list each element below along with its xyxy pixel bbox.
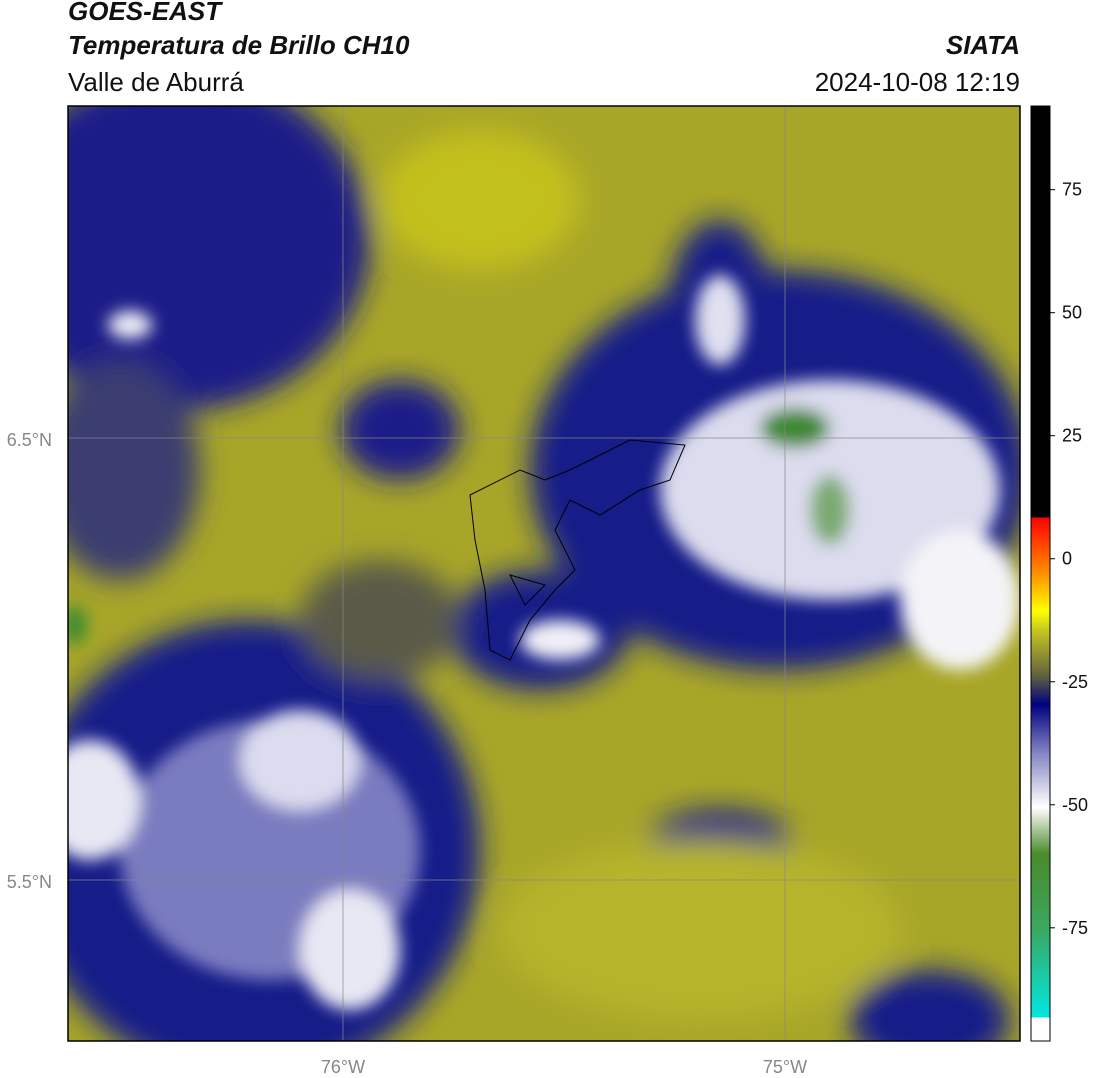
datetime: 2024-10-08 12:19 xyxy=(814,67,1020,97)
colorbar-tick-label: 0 xyxy=(1062,549,1072,569)
lon-label: 76°W xyxy=(321,1057,365,1077)
municipal-boundaries xyxy=(469,439,686,661)
subtitle: Temperatura de Brillo CH10 xyxy=(68,30,410,60)
map-frame xyxy=(67,105,1021,1042)
colorbar-tick-label: -50 xyxy=(1062,795,1088,815)
satellite-image xyxy=(68,106,1020,1041)
region: Valle de Aburrá xyxy=(68,67,244,97)
colorbar-tick-label: -25 xyxy=(1062,672,1088,692)
title: GOES-EAST xyxy=(68,0,222,26)
colorbar-tick-label: -75 xyxy=(1062,918,1088,938)
lat-label: 5.5°N xyxy=(7,872,52,892)
lat-label: 6.5°N xyxy=(7,430,52,450)
lon-label: 75°W xyxy=(763,1057,807,1077)
colorbar-tick-label: 25 xyxy=(1062,426,1082,446)
colorbar-tick-label: 50 xyxy=(1062,303,1082,323)
colorbar xyxy=(1030,105,1051,1042)
colorbar-tick-label: 75 xyxy=(1062,180,1082,200)
source: SIATA xyxy=(945,30,1020,60)
